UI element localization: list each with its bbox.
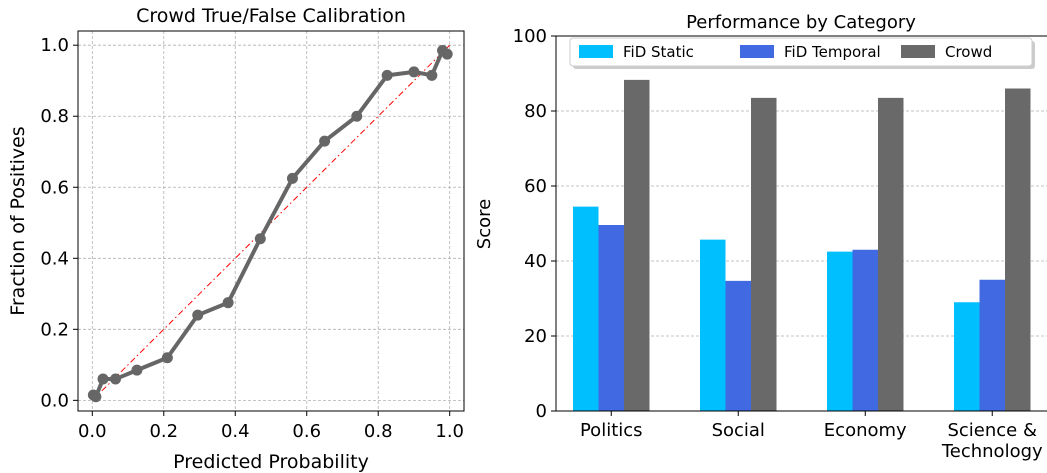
y-axis-ticks: 0.0 0.2 0.4 0.6 0.8 1.0 xyxy=(40,35,78,411)
reference-diagonal xyxy=(91,44,451,401)
x-axis-ticks: Politics Social Economy Science & Technology xyxy=(580,411,1043,462)
y-axis-label: Score xyxy=(474,199,495,249)
data-point xyxy=(381,69,393,81)
y-tick-label: 100 xyxy=(513,26,547,47)
y-tick-label: 0.8 xyxy=(40,106,69,127)
data-point xyxy=(408,66,420,78)
x-axis-ticks: 0.0 0.2 0.4 0.6 0.8 1.0 xyxy=(78,411,464,442)
data-point xyxy=(97,373,109,385)
x-tick-label: 0.0 xyxy=(78,421,107,442)
data-point xyxy=(222,297,234,309)
bar xyxy=(852,249,878,411)
y-tick-label: 20 xyxy=(524,326,547,347)
perfect-calibration-line xyxy=(91,44,451,401)
legend-label: Crowd xyxy=(945,43,992,61)
legend: FiD Static FiD Temporal Crowd xyxy=(569,37,1035,69)
calibration-chart: Crowd True/False Calibration 0.0 0.2 0.4 0.… xyxy=(7,5,465,473)
x-axis-label: Predicted Probability xyxy=(173,451,369,473)
y-tick-label: 60 xyxy=(524,176,547,197)
bar xyxy=(1005,88,1031,411)
bar xyxy=(725,280,751,411)
legend-label: FiD Temporal xyxy=(784,43,881,61)
bar xyxy=(954,302,980,411)
data-point xyxy=(319,135,331,147)
data-point xyxy=(192,309,204,321)
x-tick-label: 0.2 xyxy=(149,421,178,442)
x-tick-label: Social xyxy=(712,420,765,441)
grid xyxy=(78,31,464,411)
data-point xyxy=(90,391,102,403)
y-tick-label: 40 xyxy=(524,251,547,272)
data-point xyxy=(254,233,266,245)
y-tick-label: 80 xyxy=(524,101,547,122)
x-tick-label: Politics xyxy=(580,420,643,441)
y-tick-label: 0.2 xyxy=(40,319,69,340)
x-tick-label: Science & Technology xyxy=(941,420,1043,462)
data-point xyxy=(161,352,173,364)
plot-frame xyxy=(77,30,465,412)
bar xyxy=(827,251,853,411)
bar xyxy=(979,279,1005,411)
x-tick-label: 0.6 xyxy=(292,421,321,442)
calibration-series xyxy=(87,45,453,403)
x-tick-label: 0.8 xyxy=(364,421,393,442)
y-axis-label: Fraction of Positives xyxy=(7,126,29,315)
bar xyxy=(878,97,904,411)
plot-frame xyxy=(555,35,1047,412)
y-tick-label: 0.0 xyxy=(40,390,69,411)
data-point xyxy=(286,172,298,184)
series-line xyxy=(92,48,449,399)
chart-title: Performance by Category xyxy=(686,12,916,33)
y-axis-ticks: 0 20 40 60 80 100 xyxy=(513,26,556,422)
data-point xyxy=(110,373,122,385)
y-tick-label: 1.0 xyxy=(40,35,69,56)
data-point xyxy=(131,364,143,376)
legend-label: FiD Static xyxy=(623,43,694,61)
data-point xyxy=(426,69,438,81)
category-bar-chart: Performance by Category Politics Social Ec… xyxy=(474,12,1047,462)
data-point xyxy=(351,110,363,122)
bar xyxy=(573,206,599,411)
bar xyxy=(751,97,777,411)
x-tick-label: Economy xyxy=(824,420,907,441)
x-tick-label: 1.0 xyxy=(435,421,464,442)
chart-title: Crowd True/False Calibration xyxy=(136,5,406,27)
legend-swatch xyxy=(901,45,935,58)
legend-swatch xyxy=(579,45,613,58)
y-tick-label: 0.6 xyxy=(40,177,69,198)
bar xyxy=(624,79,650,411)
x-tick-label: 0.4 xyxy=(221,421,250,442)
data-point xyxy=(441,48,453,60)
bar xyxy=(700,239,726,411)
bar xyxy=(598,225,624,411)
bars xyxy=(573,79,1031,411)
legend-swatch xyxy=(740,45,774,58)
y-tick-label: 0 xyxy=(536,401,547,422)
y-tick-label: 0.4 xyxy=(40,248,69,269)
